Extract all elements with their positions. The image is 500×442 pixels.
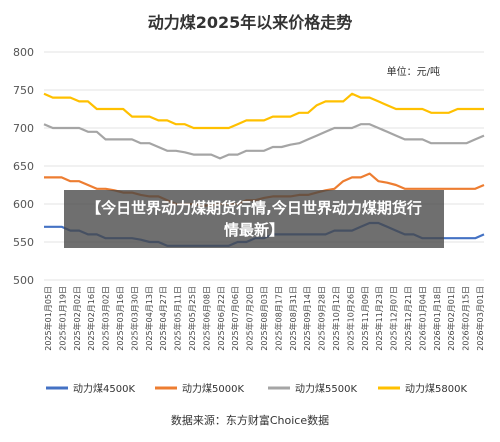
legend: 动力煤4500K 动力煤5000K 动力煤5500K 动力煤5800K [46,382,467,395]
headline-text: 【今日世界动力煤期货行情,今日世界动力煤期货行情最新】 [86,199,422,239]
x-tick-label: 2025年12月21日 [403,286,413,351]
x-tick-label: 2025年08月31日 [288,286,298,351]
x-tick-label: 2025年09月14日 [302,286,312,351]
x-tick-label: 2025年02月16日 [86,286,96,351]
x-tick-label: 2025年05月25日 [187,286,197,351]
x-tick-label: 2025年04月13日 [144,286,154,351]
y-tick-label: 600 [13,198,34,211]
unit-label: 单位：元/吨 [387,65,440,78]
x-tick-label: 2025年09月28日 [317,286,327,351]
y-tick-label: 500 [13,274,34,287]
x-tick-label: 2026年01月04日 [417,286,427,351]
x-tick-label: 2025年04月27日 [158,286,168,351]
x-tick-label: 2025年08月03日 [259,286,269,351]
x-tick-label: 2025年03月30日 [129,286,139,351]
legend-label: 动力煤5000K [182,382,244,395]
x-tick-label: 2026年01月18日 [432,286,442,351]
x-tick-label: 2026年02月15日 [461,286,471,351]
legend-label: 动力煤5800K [405,382,467,395]
x-axis: 2025年01月05日 2025年01月19日 2025年02月02日 2025年02… [43,286,485,351]
legend-label: 动力煤4500K [73,382,135,395]
x-tick-label: 2026年03月01日 [475,286,485,351]
x-tick-label: 2025年11月09日 [360,286,370,351]
x-tick-label: 2025年08月17日 [273,286,283,351]
x-tick-label: 2025年11月23日 [374,286,384,351]
headline-banner: 【今日世界动力煤期货行情,今日世界动力煤期货行情最新】 [64,190,444,248]
x-tick-label: 2026年02月01日 [446,286,456,351]
chart-title: 动力煤2025年以来价格走势 [148,13,353,32]
x-tick-label: 2025年05月11日 [173,286,183,351]
y-tick-label: 650 [13,160,34,173]
x-tick-label: 2025年10月12日 [331,286,341,351]
series-line [43,123,485,160]
x-tick-label: 2025年01月05日 [43,286,53,351]
x-tick-label: 2025年10月26日 [345,286,355,351]
y-tick-label: 750 [13,84,34,97]
source-note: 数据来源：东方财富Choice数据 [171,413,329,427]
y-tick-label: 800 [13,46,34,59]
series-line [43,92,484,130]
y-tick-label: 700 [13,122,34,135]
x-tick-label: 2025年03月02日 [101,286,111,351]
x-tick-label: 2025年02月02日 [72,286,82,351]
x-tick-label: 2025年03月16日 [115,286,125,351]
y-tick-label: 550 [13,236,34,249]
x-tick-label: 2025年06月22日 [216,286,226,351]
x-tick-label: 2025年07月20日 [245,286,255,351]
x-tick-label: 2025年01月19日 [57,286,67,351]
y-axis: 500 550 600 650 700 750 800 [13,46,34,287]
legend-label: 动力煤5500K [295,382,357,395]
x-tick-label: 2025年06月08日 [201,286,211,351]
x-tick-label: 2025年12月07日 [389,286,399,351]
x-tick-label: 2025年07月06日 [230,286,240,351]
